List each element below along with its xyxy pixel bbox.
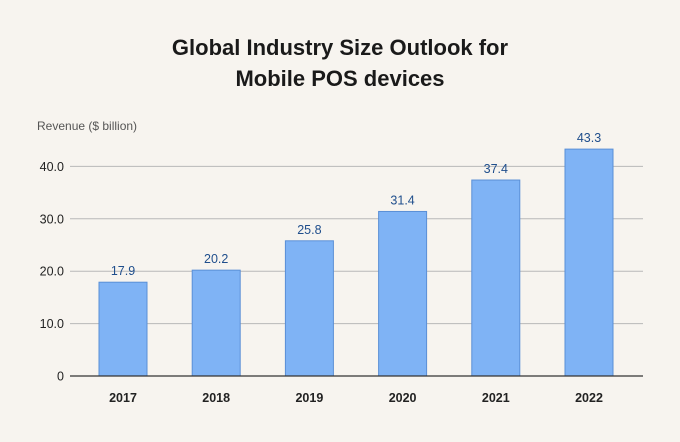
- gridlines: [70, 165, 643, 325]
- bar-2022: [564, 148, 614, 377]
- chart-title-line-1: Global Industry Size Outlook for: [171, 35, 509, 60]
- y-tick-label: 10.0: [40, 317, 64, 331]
- chart-title: Global Industry Size Outlook for Mobile …: [0, 32, 680, 94]
- y-tick-label: 30.0: [40, 212, 64, 226]
- x-tick-label-2018: 2018: [202, 391, 230, 405]
- data-label-2019: 25.8: [297, 223, 321, 237]
- x-tick-label-2020: 2020: [389, 391, 417, 405]
- y-tick-label: 40.0: [40, 160, 64, 174]
- data-label-2017: 17.9: [111, 264, 135, 278]
- bar-2021: [471, 179, 521, 377]
- data-label-2018: 20.2: [204, 252, 228, 266]
- x-tick-label-2021: 2021: [482, 391, 510, 405]
- bar-2018: [191, 269, 241, 377]
- chart-title-line-2: Mobile POS devices: [235, 66, 445, 91]
- data-labels: 17.9 20.2 25.8 31.4 37.4 43.3: [111, 131, 601, 278]
- x-tick-label-2022: 2022: [575, 391, 603, 405]
- bar-2019: [284, 240, 334, 377]
- x-tick-label-2019: 2019: [295, 391, 323, 405]
- bar-2017: [98, 281, 148, 377]
- x-tick-labels: 2017 2018 2019 2020 2021 2022: [109, 391, 603, 405]
- y-tick-label: 0: [57, 370, 64, 384]
- y-tick-labels: 0 10.0 20.0 30.0 40.0: [40, 160, 64, 384]
- y-axis-label: Revenue ($ billion): [37, 119, 137, 133]
- data-label-2022: 43.3: [577, 131, 601, 145]
- x-tick-label-2017: 2017: [109, 391, 137, 405]
- bars: [98, 148, 614, 377]
- y-tick-label: 20.0: [40, 265, 64, 279]
- data-label-2021: 37.4: [484, 162, 508, 176]
- bar-2020: [378, 210, 428, 377]
- data-label-2020: 31.4: [390, 193, 414, 207]
